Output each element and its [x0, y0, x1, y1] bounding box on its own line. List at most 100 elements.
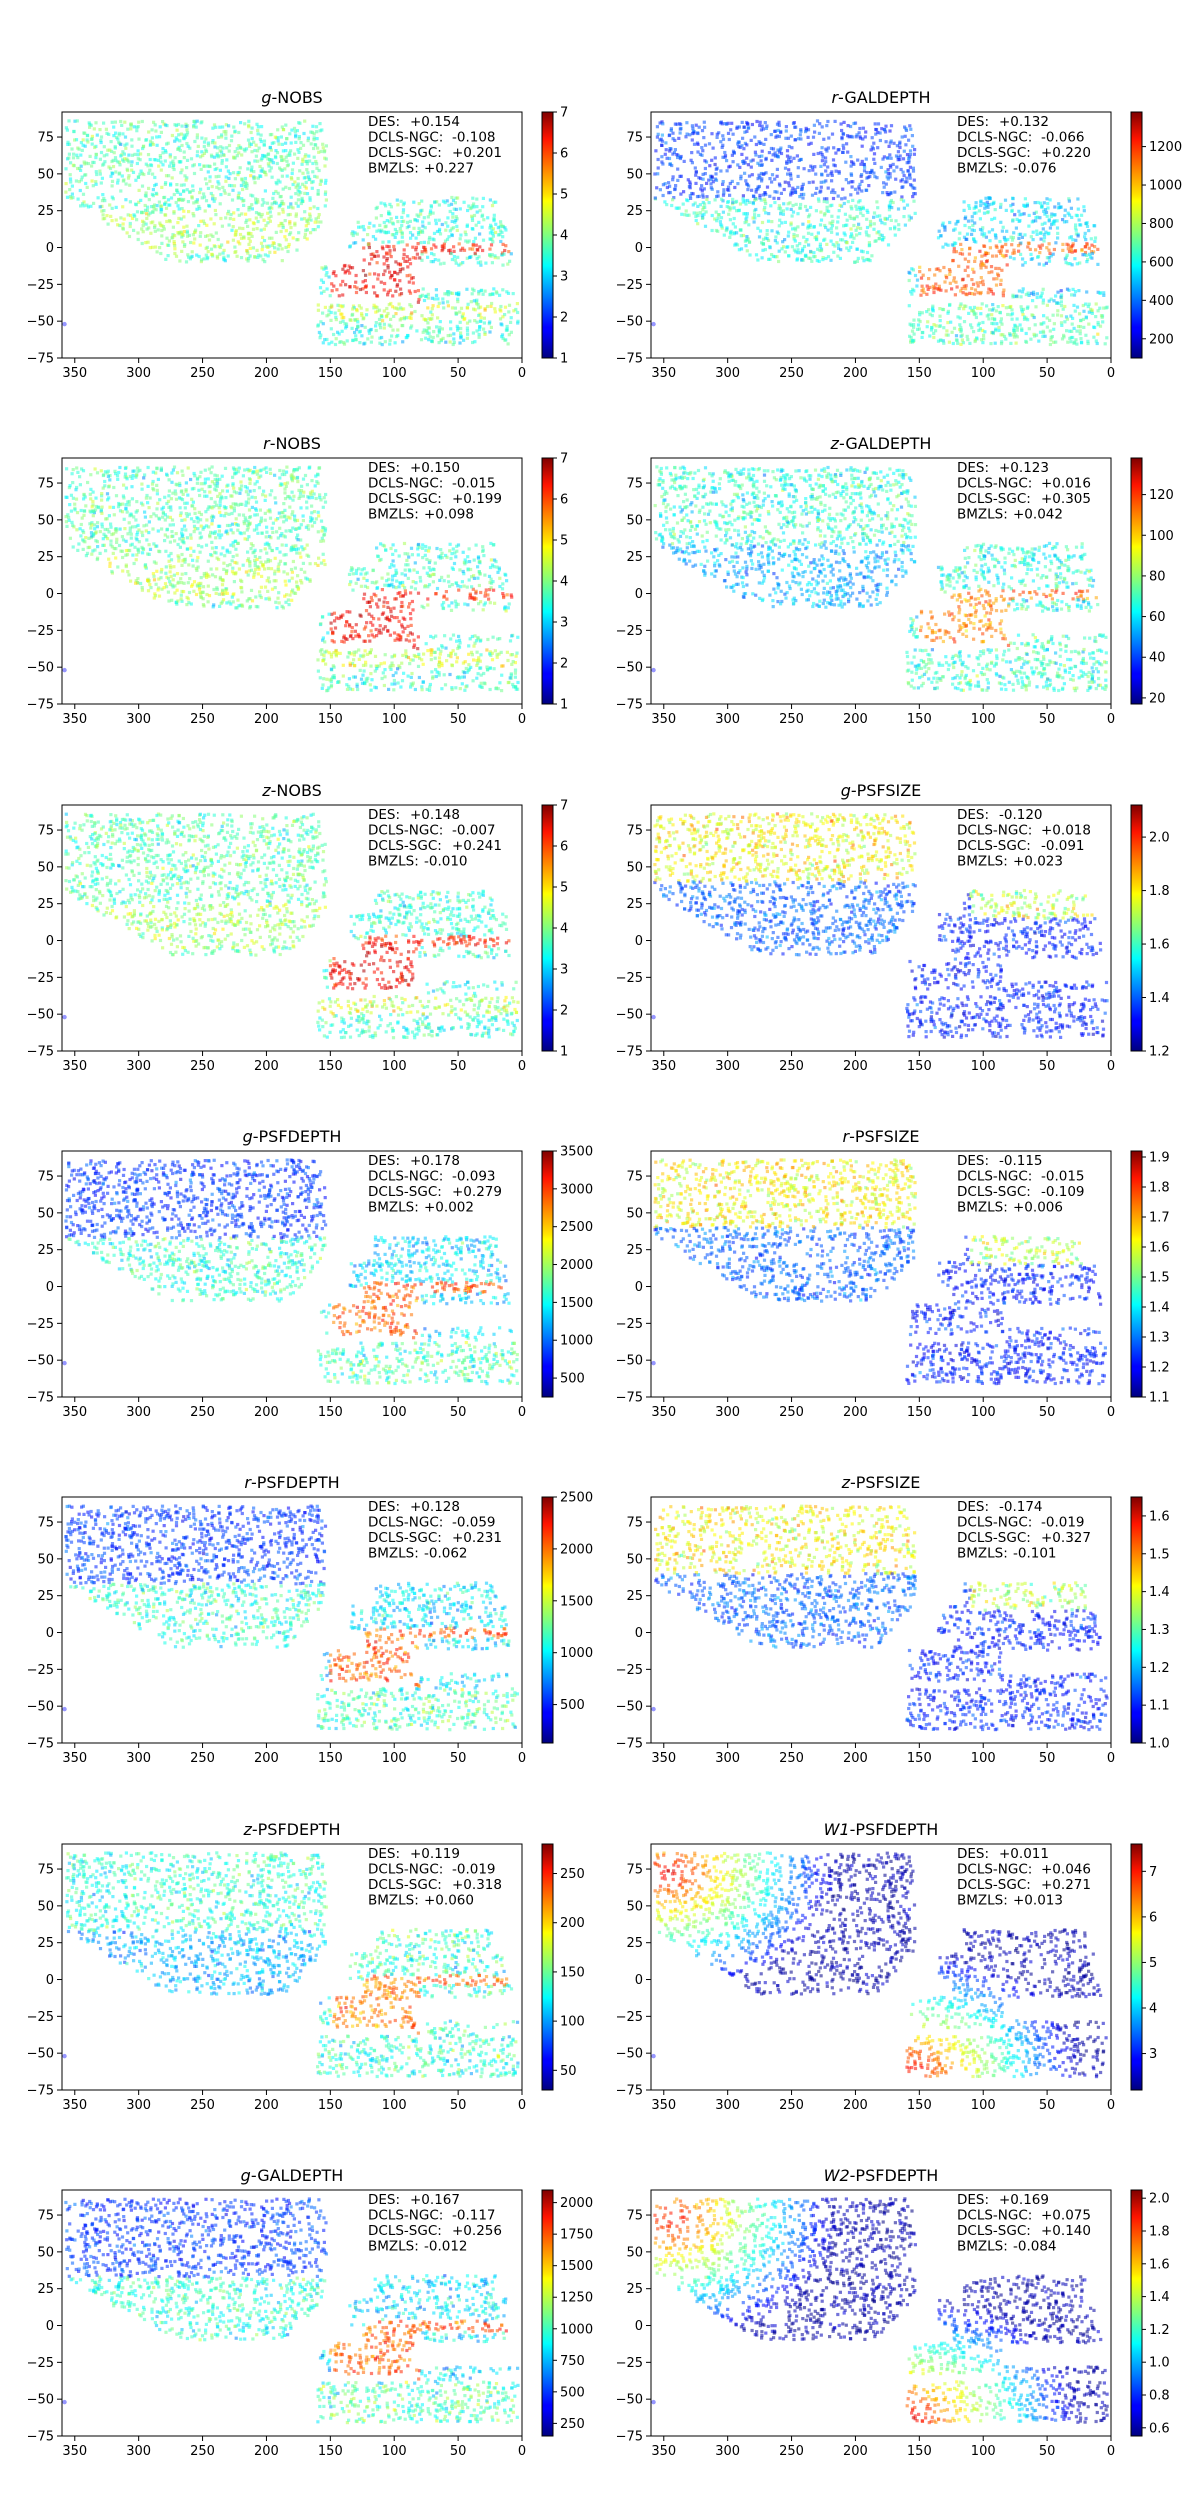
- pixel-point: [186, 159, 189, 162]
- pixel-point: [174, 492, 177, 495]
- pixel-point: [274, 579, 277, 582]
- pixel-point: [956, 339, 959, 342]
- pixel-point: [401, 236, 404, 239]
- pixel-point: [64, 167, 67, 170]
- pixel-point: [959, 302, 962, 305]
- pixel-point: [374, 324, 377, 327]
- pixel-point: [705, 182, 708, 185]
- pixel-point: [911, 340, 914, 343]
- pixel-point: [855, 229, 858, 232]
- pixel-point: [438, 341, 441, 344]
- pixel-point: [857, 257, 860, 260]
- pixel-point: [510, 593, 513, 596]
- pixel-point: [956, 342, 959, 345]
- pixel-point: [280, 222, 283, 225]
- pixel-point: [211, 185, 214, 188]
- pixel-point: [173, 123, 176, 126]
- pixel-point: [477, 292, 480, 295]
- pixel-point: [93, 146, 96, 149]
- pixel-point: [822, 180, 825, 183]
- pixel-point: [325, 314, 328, 317]
- pixel-point: [481, 205, 484, 208]
- pixel-point: [278, 527, 281, 530]
- pixel-point: [231, 189, 234, 192]
- pixel-point: [442, 262, 445, 265]
- pixel-point: [324, 265, 327, 268]
- pixel-point: [260, 242, 263, 245]
- pixel-point: [770, 180, 773, 183]
- pixel-point: [285, 229, 288, 232]
- pixel-point: [409, 617, 412, 620]
- pixel-point: [883, 128, 886, 131]
- pixel-point: [464, 233, 467, 236]
- pixel-point: [72, 153, 75, 156]
- pixel-point: [263, 140, 266, 143]
- pixel-point: [471, 197, 474, 200]
- pixel-point: [674, 123, 677, 126]
- pixel-point: [661, 122, 664, 125]
- pixel-point: [1086, 340, 1089, 343]
- panel-title: r-GALDEPTH: [831, 88, 930, 107]
- pixel-point: [387, 210, 390, 213]
- pixel-point: [192, 212, 195, 215]
- pixel-point: [166, 528, 169, 531]
- pixel-point: [737, 140, 740, 143]
- pixel-point: [1056, 236, 1059, 239]
- pixel-point: [931, 308, 934, 311]
- pixel-point: [86, 140, 89, 143]
- pixel-point: [149, 212, 152, 215]
- pixel-point: [478, 667, 481, 670]
- pixel-point: [203, 152, 206, 155]
- pixel-point: [279, 168, 282, 171]
- pixel-point: [132, 229, 135, 232]
- pixel-point: [470, 215, 473, 218]
- pixel-point: [94, 156, 97, 159]
- pixel-point: [780, 192, 783, 195]
- pixel-point: [468, 320, 471, 323]
- pixel-point: [968, 226, 971, 229]
- pixel-point: [716, 136, 719, 139]
- pixel-point: [401, 679, 404, 682]
- correlation-stats: DES: +0.154DCLS-NGC: -0.108DCLS-SGC: +0.201…: [368, 114, 502, 177]
- pixel-point: [1056, 232, 1059, 235]
- pixel-point: [943, 280, 946, 283]
- pixel-point: [437, 259, 440, 262]
- pixel-point: [1046, 202, 1049, 205]
- pixel-point: [95, 170, 98, 173]
- pixel-point: [346, 655, 349, 658]
- pixel-point: [244, 177, 247, 180]
- pixel-point: [694, 182, 697, 185]
- pixel-point: [173, 240, 176, 243]
- pixel-point: [788, 184, 791, 187]
- pixel-point: [209, 217, 212, 220]
- pixel-point: [190, 157, 193, 160]
- pixel-point: [482, 554, 485, 557]
- pixel-point: [1084, 334, 1087, 337]
- pixel-point: [494, 310, 497, 313]
- stat-label: BMZLS:: [957, 161, 1008, 177]
- pixel-point: [146, 164, 149, 167]
- pixel-point: [994, 342, 997, 345]
- pixel-point: [375, 230, 378, 233]
- pixel-point: [280, 159, 283, 162]
- pixel-point: [249, 247, 252, 250]
- pixel-point: [961, 287, 964, 290]
- pixel-point: [426, 321, 429, 324]
- pixel-point: [386, 257, 389, 260]
- pixel-point: [264, 547, 267, 550]
- pixel-point: [387, 266, 390, 269]
- pixel-point: [1084, 303, 1087, 306]
- pixel-point: [241, 227, 244, 230]
- pixel-point: [1075, 229, 1078, 232]
- pixel-point: [948, 221, 951, 224]
- pixel-point: [135, 218, 138, 221]
- pixel-point: [972, 271, 975, 274]
- pixel-point: [740, 144, 743, 147]
- pixel-point: [151, 128, 154, 131]
- pixel-point: [800, 188, 803, 191]
- pixel-point: [407, 605, 410, 608]
- pixel-point: [976, 307, 979, 310]
- pixel-point: [177, 232, 180, 235]
- pixel-point: [69, 177, 72, 180]
- pixel-point: [102, 122, 105, 125]
